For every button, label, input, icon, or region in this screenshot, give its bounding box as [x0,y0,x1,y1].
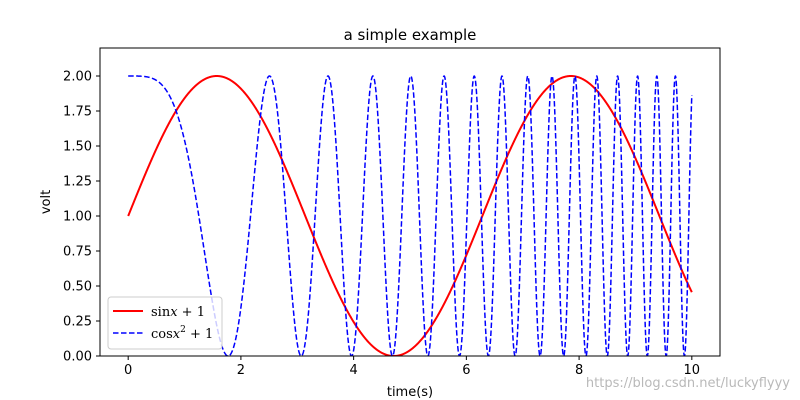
y-tick-label: 1.25 [63,175,92,190]
watermark: https://blog.csdn.net/luckyflyyy [586,376,790,391]
x-tick-label: 8 [575,363,583,378]
x-tick-label: 6 [462,363,470,378]
y-tick-label: 0.00 [63,350,92,365]
x-tick-label: 4 [349,363,357,378]
y-tick-label: 1.00 [63,210,92,225]
y-tick-label: 0.75 [63,245,92,260]
plot-frame [99,47,721,357]
x-tick-label: 0 [124,363,132,378]
x-axis: 0 2 4 6 8 10 [124,356,700,378]
x-tick-label: 2 [237,363,245,378]
legend: sinx + 1 cosx2 + 1 [107,296,223,350]
y-tick-label: 1.75 [63,105,92,120]
y-tick-label: 0.50 [63,280,92,295]
y-axis: 0.00 0.25 0.50 0.75 1.00 1.25 1.50 1.75 2.00 [63,70,100,365]
y-axis-label: volt [39,190,54,214]
x-tick-label: 10 [684,363,701,378]
chart-title: a simple example [344,26,477,44]
y-tick-label: 0.25 [63,315,92,330]
legend-label: sinx + 1 [151,305,205,320]
y-tick-label: 1.50 [63,140,92,155]
legend-label: cosx2 + 1 [151,325,213,342]
x-axis-label: time(s) [387,385,433,400]
y-tick-label: 2.00 [63,70,92,85]
